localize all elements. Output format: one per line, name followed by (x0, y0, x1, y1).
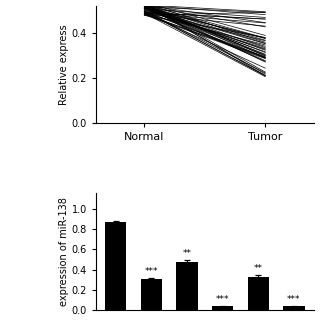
Bar (248, 277, 269, 310)
Text: **: ** (254, 264, 263, 273)
Y-axis label: expression of miR-138: expression of miR-138 (59, 197, 69, 306)
Y-axis label: Relative express: Relative express (59, 25, 69, 105)
Text: ***: *** (287, 295, 301, 304)
Text: **: ** (182, 249, 191, 258)
Text: ***: *** (216, 295, 229, 304)
Bar (283, 306, 305, 310)
Bar (140, 279, 162, 310)
Bar (176, 262, 198, 310)
Bar (212, 306, 233, 310)
Bar (105, 222, 126, 310)
Text: ***: *** (145, 267, 158, 276)
